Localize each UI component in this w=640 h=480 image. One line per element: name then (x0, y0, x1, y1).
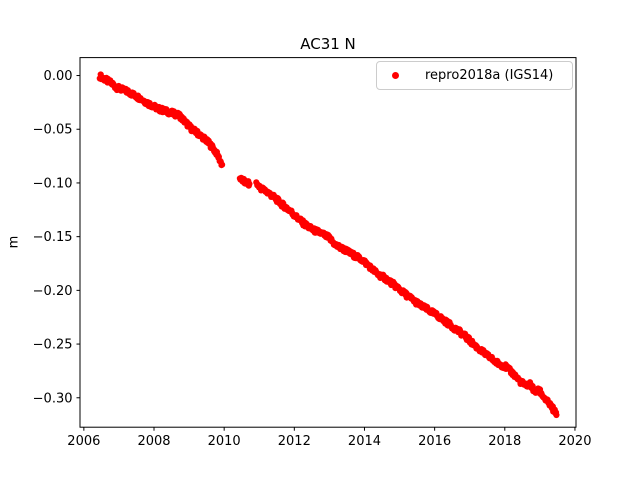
x-tick-label: 2020 (558, 434, 591, 449)
data-point (246, 180, 253, 188)
x-tick-label: 2008 (137, 434, 170, 449)
x-tick-label: 2012 (278, 434, 311, 449)
y-tick-label: −0.20 (33, 284, 73, 299)
y-tick-label: −0.30 (33, 391, 73, 406)
legend-label: repro2018a (IGS14) (425, 68, 554, 83)
data-point (553, 411, 560, 419)
data-point (219, 161, 226, 168)
x-tick-label: 2006 (67, 434, 100, 449)
x-tick-label: 2018 (488, 434, 521, 449)
legend-marker-icon (392, 72, 399, 79)
x-tick-label: 2016 (418, 434, 451, 449)
axes-spines (79, 57, 577, 428)
y-tick-label: −0.25 (33, 338, 73, 353)
x-tick-label: 2014 (348, 434, 381, 449)
legend: repro2018a (IGS14) (376, 61, 573, 90)
y-tick-label: −0.10 (33, 176, 73, 191)
x-tick-label: 2010 (208, 434, 241, 449)
y-tick-label: −0.05 (33, 123, 73, 138)
y-tick-label: −0.15 (33, 230, 73, 245)
y-tick-label: 0.00 (44, 69, 73, 84)
chart-title: AC31 N (300, 35, 356, 53)
